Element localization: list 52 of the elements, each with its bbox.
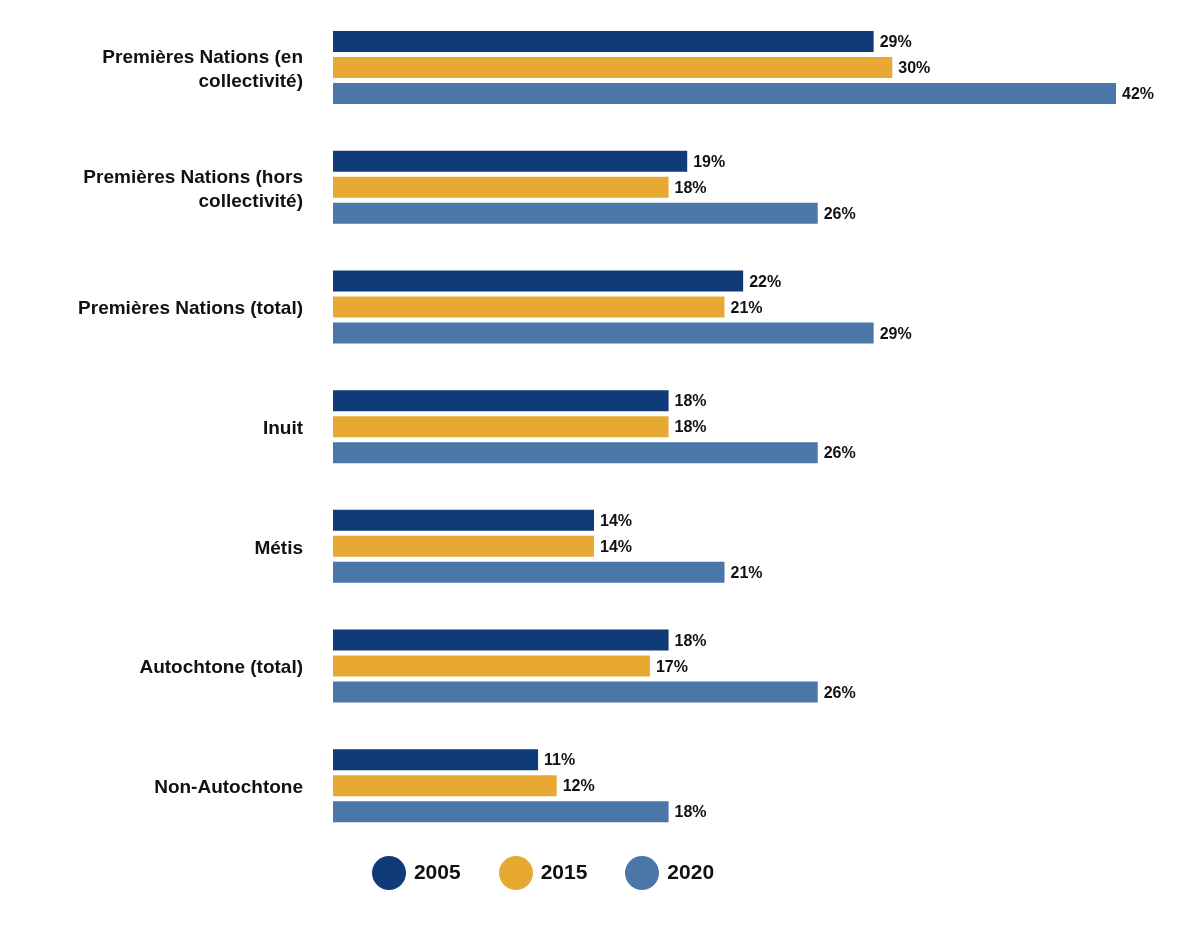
data-label: 19% (693, 152, 726, 170)
y-tick-label: Autochtone (total) (139, 655, 303, 677)
data-label: 21% (730, 564, 763, 582)
data-label: 29% (879, 324, 912, 342)
data-label: 17% (655, 657, 688, 675)
y-tick-label: Premières Nations (en collectivité) (102, 45, 303, 91)
data-label: 22% (749, 272, 782, 290)
y-tick-label: Métis (254, 536, 303, 558)
y-tick-label: Premières Nations (total) (78, 296, 303, 318)
data-label: 26% (823, 683, 856, 701)
data-label: 18% (674, 392, 707, 410)
bar (333, 150, 688, 172)
data-label: 30% (898, 59, 931, 77)
bar (333, 202, 818, 224)
bar (333, 442, 818, 464)
bar (333, 390, 669, 412)
bar (333, 416, 669, 438)
data-label: 11% (544, 751, 576, 769)
data-label: 18% (674, 631, 707, 649)
bar (333, 296, 725, 318)
bar (333, 749, 539, 771)
bar (333, 801, 669, 823)
legend-label: 2005 (413, 859, 461, 883)
y-tick-label: Premières Nations (hors collectivité) (83, 165, 303, 211)
data-label: 18% (674, 178, 707, 196)
legend-label: 2015 (540, 859, 588, 883)
bar (333, 176, 669, 198)
bar (333, 629, 669, 651)
data-label: 26% (823, 444, 856, 462)
data-label: 18% (674, 418, 707, 436)
y-tick-label: Non-Autochtone (154, 775, 303, 797)
data-label: 14% (600, 512, 633, 530)
y-tick-label: Inuit (262, 416, 304, 438)
bar (333, 535, 594, 557)
bar (333, 561, 725, 583)
bar (333, 57, 893, 78)
legend-label: 2020 (667, 859, 715, 883)
data-label: 21% (730, 298, 763, 316)
bar (333, 509, 594, 531)
data-label: 29% (879, 33, 912, 51)
bar (333, 270, 744, 292)
bar (333, 83, 1116, 104)
data-label: 42% (1122, 85, 1155, 103)
bar (333, 322, 874, 344)
data-label: 14% (600, 538, 633, 556)
data-label: 18% (674, 803, 707, 821)
data-label: 12% (562, 777, 595, 795)
data-label: 26% (823, 204, 856, 222)
bar (333, 681, 818, 703)
bar (333, 655, 650, 677)
bar (333, 31, 874, 52)
bar (333, 775, 557, 797)
